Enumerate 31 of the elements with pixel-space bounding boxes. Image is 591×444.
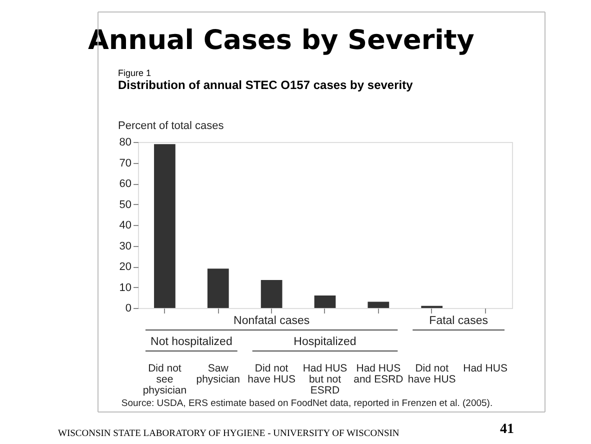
text: Nonfatal cases [234, 315, 310, 327]
x-tick-label: Did not see physician [142, 362, 187, 396]
y-tick-label: 80 [119, 136, 132, 148]
y-tick-label: 30 [119, 240, 132, 252]
text: Fatal cases [429, 315, 488, 327]
x-tick-label: Had HUS but not ESRD [302, 362, 348, 396]
text: 41 [500, 422, 514, 437]
text: Hospitalized [294, 336, 356, 348]
x-tick-label: Had HUS [463, 362, 508, 374]
y-tick-label: 20 [119, 261, 132, 273]
chart-title: Annual Cases by Severity [88, 25, 475, 56]
y-tick-label: 60 [119, 178, 132, 190]
y-tick-label: 40 [119, 220, 132, 232]
bar [260, 280, 282, 308]
y-tick-label: 10 [119, 282, 132, 294]
bar [368, 302, 390, 308]
x-tick-label: Saw physician [196, 362, 240, 386]
x-tick-label: Had HUS and ESRD [354, 362, 404, 386]
text: Not hospitalized [150, 336, 232, 348]
bar [314, 296, 336, 308]
y-tick-label: 50 [119, 198, 132, 211]
y-axis-title: Percent of total cases [118, 120, 224, 132]
x-tick-label: Did not have HUS [408, 362, 456, 386]
bar [154, 144, 176, 308]
text: WISCONSIN STATE LABORATORY OF HYGIENE - UNIVERSITY OF WISCONSIN [58, 429, 400, 439]
chart-subtitle: Figure 1 Distribution of annual STEC O157 cases by severity [118, 68, 414, 92]
y-tick-label: 70 [119, 157, 132, 170]
bar [207, 268, 229, 308]
y-tick-label: 0 [125, 302, 132, 314]
x-tick-label: Did not have HUS [248, 362, 296, 386]
source-note: Source: USDA, ERS estimate based on FoodNet data, reported in Frenzen et al. (2005). [121, 398, 493, 409]
